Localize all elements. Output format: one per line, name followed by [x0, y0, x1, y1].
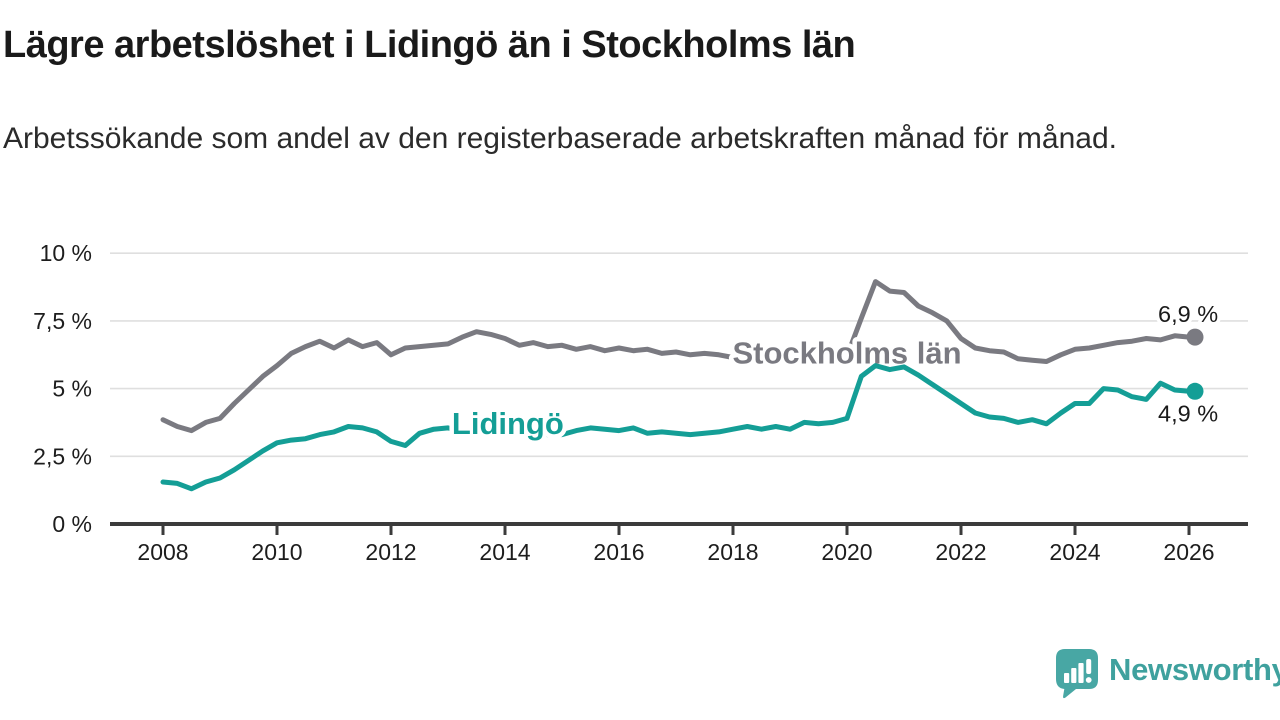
x-axis-tick-label: 2010 — [251, 539, 302, 565]
y-axis-tick-label: 7,5 % — [33, 308, 92, 334]
x-axis-tick-label: 2024 — [1049, 539, 1100, 565]
series-label-stockholms-lan: Stockholms län — [732, 336, 961, 371]
bar-chart-bar-large — [1078, 663, 1084, 683]
series-end-dot-lidingo — [1186, 382, 1204, 400]
end-value-label-stockholms-lan: 6,9 % — [1158, 301, 1218, 327]
bar-chart-bar-small — [1064, 673, 1070, 683]
series-end-dot-stockholms-lan — [1186, 328, 1204, 346]
x-axis-tick-label: 2026 — [1163, 539, 1214, 565]
page-subtitle: Arbetssökande som andel av den registerb… — [3, 122, 1117, 155]
speech-bubble-shape — [1056, 649, 1098, 699]
exclamation-dot — [1085, 677, 1092, 683]
page-title: Lägre arbetslöshet i Lidingö än i Stockh… — [3, 24, 856, 66]
y-axis-tick-label: 10 % — [40, 240, 92, 266]
x-axis-tick-label: 2016 — [593, 539, 644, 565]
x-axis-tick-label: 2014 — [479, 539, 530, 565]
x-axis-tick-label: 2008 — [137, 539, 188, 565]
series-label-lidingo: Lidingö — [452, 406, 564, 441]
newsworthy-logo: Newsworthy — [1055, 648, 1280, 700]
series-line-stockholms-lan — [160, 279, 1192, 434]
bar-chart-bar-medium — [1071, 668, 1077, 683]
exclamation-bar — [1086, 659, 1092, 674]
x-axis-tick-label: 2022 — [935, 539, 986, 565]
y-axis-tick-label: 0 % — [52, 511, 92, 537]
x-axis-tick-label: 2020 — [821, 539, 872, 565]
y-axis-tick-label: 5 % — [52, 376, 92, 402]
y-axis-tick-label: 2,5 % — [33, 443, 92, 469]
newsworthy-logo-text: Newsworthy — [1109, 652, 1280, 687]
newsworthy-logo-icon — [1056, 649, 1098, 699]
x-axis-tick-label: 2018 — [707, 539, 758, 565]
series-line-lidingo — [160, 363, 1192, 492]
x-axis-tick-label: 2012 — [365, 539, 416, 565]
end-value-label-lidingo: 4,9 % — [1158, 400, 1218, 426]
